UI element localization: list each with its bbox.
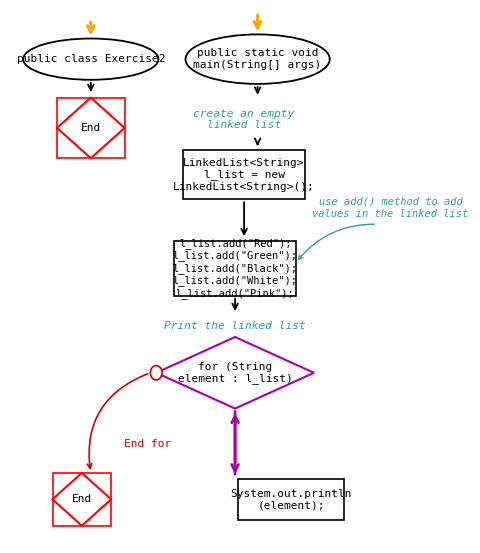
Text: End for: End for xyxy=(123,439,170,450)
Text: End: End xyxy=(72,494,92,504)
Text: public static void
main(String[] args): public static void main(String[] args) xyxy=(193,48,321,70)
Text: public class Exercise2: public class Exercise2 xyxy=(16,54,165,64)
Circle shape xyxy=(150,366,162,380)
Bar xyxy=(238,479,344,520)
Text: create an empty
linked list: create an empty linked list xyxy=(193,109,294,131)
Ellipse shape xyxy=(23,39,158,80)
Bar xyxy=(57,98,124,158)
Text: use add() method to add
values in the linked list: use add() method to add values in the li… xyxy=(312,197,468,218)
Bar xyxy=(52,473,111,526)
Text: for (String
element : l_list): for (String element : l_list) xyxy=(177,362,292,384)
Text: End: End xyxy=(81,123,101,133)
Polygon shape xyxy=(57,98,124,158)
Bar xyxy=(183,150,304,200)
Bar xyxy=(174,241,295,296)
Polygon shape xyxy=(52,473,111,526)
Text: l_list.add("Red");
l_list.add("Green");
l_list.add("Black");
l_list.add("White"): l_list.add("Red"); l_list.add("Green"); … xyxy=(172,238,297,299)
Text: System.out.println
(element);: System.out.println (element); xyxy=(230,488,351,510)
Ellipse shape xyxy=(185,34,329,84)
Text: LinkedList<String>
l_list = new
LinkedList<String>();: LinkedList<String> l_list = new LinkedLi… xyxy=(173,158,314,192)
Polygon shape xyxy=(156,337,313,409)
Text: Print the linked list: Print the linked list xyxy=(164,321,305,331)
